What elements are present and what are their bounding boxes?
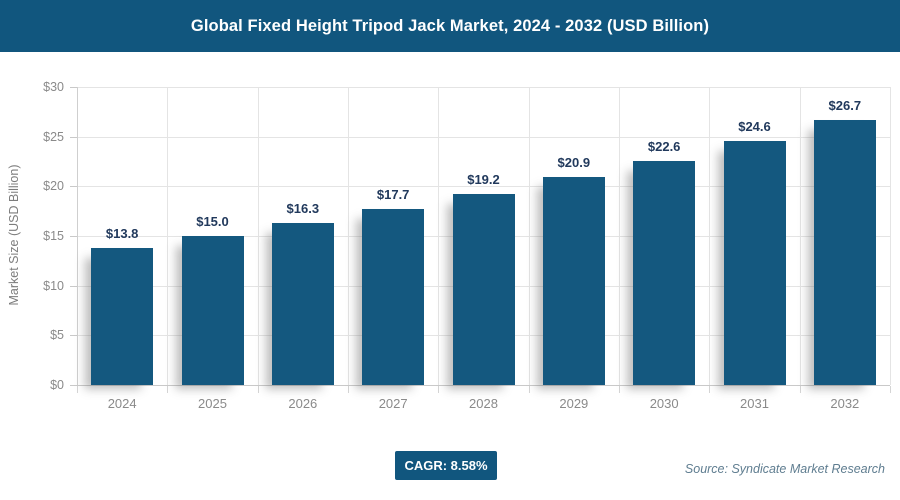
x-tick-mark <box>77 386 78 393</box>
y-tick-label: $15 <box>43 229 64 243</box>
bar-2029 <box>542 177 605 385</box>
x-tick-label: 2032 <box>830 396 860 411</box>
x-tick-mark <box>799 386 801 393</box>
y-tick-label: $5 <box>50 328 64 343</box>
bar-2031 <box>723 140 786 385</box>
x-tick-mark <box>257 386 259 393</box>
bar-value-label: $13.8 <box>105 225 139 241</box>
x-gridline <box>167 87 169 385</box>
x-tick-label: 2024 <box>107 396 137 411</box>
y-tick-label: $25 <box>43 129 64 144</box>
bar-2024 <box>91 247 154 385</box>
bar-2027 <box>362 209 425 385</box>
y-tick-mark <box>70 335 77 337</box>
x-tick-label: 2029 <box>559 396 589 411</box>
x-gridline <box>257 87 259 385</box>
bar-2025 <box>181 236 244 385</box>
y-tick-mark <box>70 87 77 88</box>
source-text: Source: Syndicate Market Research <box>684 462 885 476</box>
bar-2026 <box>271 223 334 385</box>
y-tick-mark <box>70 285 77 287</box>
y-tick-mark <box>70 136 77 138</box>
x-tick-mark <box>619 386 620 393</box>
x-tick-mark <box>709 386 711 393</box>
y-tick-label: $10 <box>43 278 64 293</box>
bar-value-label: $24.6 <box>738 118 771 134</box>
bar-value-label: $19.2 <box>467 172 500 188</box>
bar-2032 <box>813 119 876 385</box>
cagr-badge: CAGR: 8.58% <box>395 451 497 480</box>
x-tick-mark <box>528 386 530 393</box>
x-gridline <box>528 87 530 385</box>
x-tick-mark <box>167 386 169 393</box>
x-tick-label: 2030 <box>649 396 679 411</box>
x-gridline <box>709 87 711 385</box>
x-gridline <box>77 87 78 385</box>
x-tick-mark <box>890 386 891 393</box>
bar-value-label: $15.0 <box>196 214 229 229</box>
y-tick-mark <box>70 186 77 188</box>
y-gridline <box>77 186 890 188</box>
y-gridline <box>77 385 890 386</box>
y-gridline <box>77 136 890 138</box>
y-tick-label: $0 <box>50 378 64 392</box>
x-tick-mark <box>438 386 440 393</box>
x-gridline <box>799 87 801 385</box>
y-tick-label: $30 <box>43 80 64 94</box>
y-gridline <box>77 87 890 88</box>
bar-value-label: $16.3 <box>286 201 320 217</box>
bar-value-label: $22.6 <box>647 138 681 154</box>
x-tick-label: 2027 <box>378 396 408 411</box>
x-tick-label: 2031 <box>740 396 769 411</box>
bar-value-label: $26.7 <box>828 97 862 113</box>
bar-2030 <box>633 160 696 385</box>
y-tick-mark <box>70 236 77 237</box>
bar-2028 <box>452 194 515 385</box>
chart-title: Global Fixed Height Tripod Jack Market, … <box>190 16 710 35</box>
y-axis-title: Market Size (USD Billion) <box>7 164 21 306</box>
x-gridline <box>890 87 891 385</box>
chart-title-bar: Global Fixed Height Tripod Jack Market, … <box>0 0 900 52</box>
x-gridline <box>348 87 349 385</box>
x-gridline <box>619 87 620 385</box>
x-gridline <box>438 87 440 385</box>
x-tick-label: 2028 <box>469 396 498 411</box>
y-tick-mark <box>70 385 77 386</box>
x-tick-label: 2025 <box>198 396 227 411</box>
bar-value-label: $20.9 <box>557 155 591 171</box>
x-tick-mark <box>348 386 349 393</box>
bar-value-label: $17.7 <box>376 187 410 203</box>
y-tick-label: $20 <box>43 179 64 194</box>
x-tick-label: 2026 <box>288 396 318 411</box>
